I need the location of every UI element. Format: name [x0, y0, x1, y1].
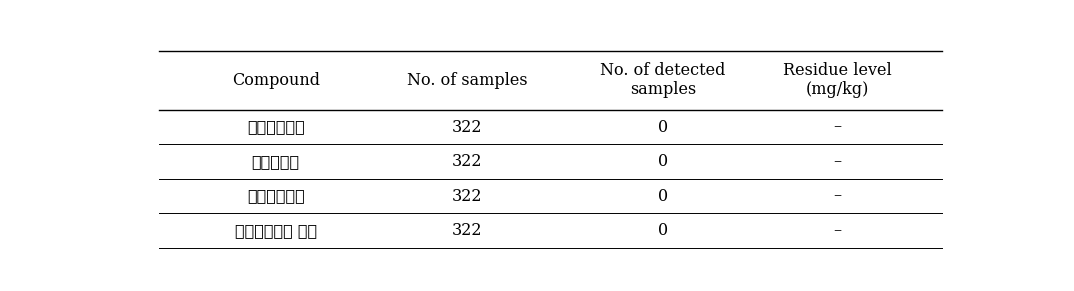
Text: 322: 322 — [452, 222, 482, 239]
Text: No. of samples: No. of samples — [407, 72, 527, 89]
Text: –: – — [833, 222, 842, 239]
Text: 케로람페니콜: 케로람페니콜 — [247, 118, 305, 136]
Text: Compound: Compound — [232, 72, 320, 89]
Text: 플로르페니콜: 플로르페니콜 — [247, 187, 305, 205]
Text: Residue level
(mg/kg): Residue level (mg/kg) — [783, 62, 892, 98]
Text: 0: 0 — [657, 187, 668, 205]
Text: 0: 0 — [657, 222, 668, 239]
Text: 0: 0 — [657, 153, 668, 170]
Text: 322: 322 — [452, 187, 482, 205]
Text: 322: 322 — [452, 153, 482, 170]
Text: 322: 322 — [452, 118, 482, 136]
Text: –: – — [833, 187, 842, 205]
Text: –: – — [833, 118, 842, 136]
Text: 티암페니콜: 티암페니콜 — [251, 153, 300, 170]
Text: 플로르페니콜 아민: 플로르페니콜 아민 — [235, 222, 317, 239]
Text: No. of detected
samples: No. of detected samples — [600, 62, 725, 98]
Text: –: – — [833, 153, 842, 170]
Text: 0: 0 — [657, 118, 668, 136]
